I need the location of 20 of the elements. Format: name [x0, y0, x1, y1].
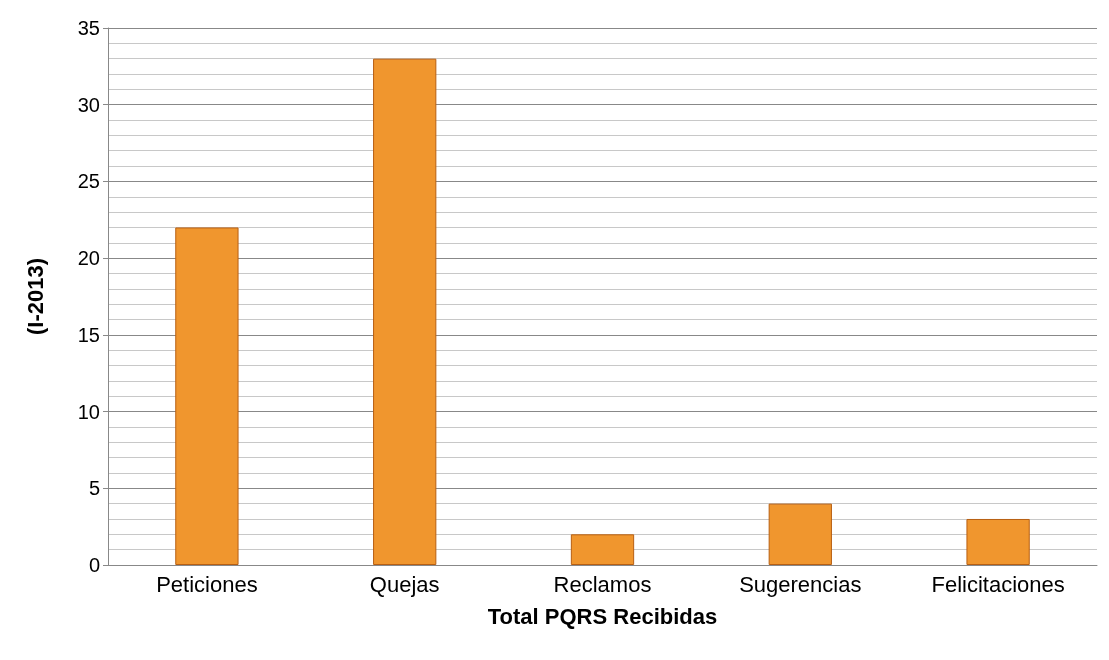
y-tick-label: 25 — [77, 170, 100, 193]
bar — [570, 534, 635, 565]
y-tick-label: 30 — [77, 93, 100, 116]
y-tick-label: 5 — [88, 477, 100, 500]
x-tick-label: Reclamos — [553, 571, 652, 597]
bar — [175, 227, 239, 565]
x-axis-title: Total PQRS Recibidas — [487, 603, 718, 629]
x-tick-label: Sugerencias — [739, 571, 862, 597]
y-tick-label: 0 — [88, 554, 100, 576]
bar — [768, 503, 832, 565]
y-tick-label: 35 — [77, 17, 100, 39]
x-tick-label: Quejas — [369, 571, 440, 597]
y-axis-title: (I-2013) — [22, 257, 48, 336]
y-tick-label: 10 — [77, 400, 100, 423]
x-tick-label: Peticiones — [156, 571, 258, 597]
y-tick-label: 15 — [77, 323, 100, 346]
y-tick-label: 20 — [77, 247, 100, 270]
bar — [373, 58, 437, 565]
x-tick-label: Felicitaciones — [931, 571, 1065, 597]
bar — [966, 518, 1030, 565]
